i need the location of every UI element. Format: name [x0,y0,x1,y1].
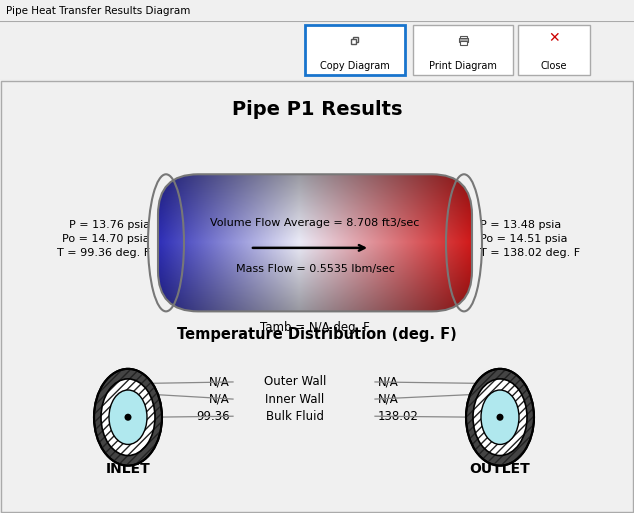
Text: 99.36: 99.36 [197,410,230,423]
Ellipse shape [94,369,162,466]
Text: T = 138.02 deg. F: T = 138.02 deg. F [480,248,580,258]
FancyBboxPatch shape [305,26,405,74]
Text: N/A: N/A [209,376,230,388]
Text: INLET: INLET [106,462,150,476]
Text: P = 13.48 psia: P = 13.48 psia [480,220,561,230]
FancyBboxPatch shape [460,36,467,39]
Text: Pipe P1 Results: Pipe P1 Results [232,100,402,119]
Text: N/A: N/A [378,392,399,406]
Text: Bulk Fluid: Bulk Fluid [266,410,324,423]
Text: N/A: N/A [209,392,230,406]
Text: T = 99.36 deg. F: T = 99.36 deg. F [57,248,150,258]
Text: OUTLET: OUTLET [470,462,531,476]
Text: Mass Flow = 0.5535 lbm/sec: Mass Flow = 0.5535 lbm/sec [236,264,394,274]
Circle shape [496,413,503,421]
Ellipse shape [473,379,527,456]
FancyBboxPatch shape [351,39,356,44]
FancyBboxPatch shape [413,26,513,74]
FancyBboxPatch shape [460,42,467,45]
Ellipse shape [466,369,534,466]
Text: Pipe Heat Transfer Results Diagram: Pipe Heat Transfer Results Diagram [6,6,191,16]
Text: Copy Diagram: Copy Diagram [320,61,390,71]
Ellipse shape [481,390,519,444]
FancyBboxPatch shape [353,37,358,42]
Text: Po = 14.51 psia: Po = 14.51 psia [480,234,567,244]
Ellipse shape [101,379,155,456]
FancyBboxPatch shape [518,26,590,74]
Text: Po = 14.70 psia: Po = 14.70 psia [62,234,150,244]
Circle shape [124,413,131,421]
FancyBboxPatch shape [458,38,467,43]
Text: Inner Wall: Inner Wall [266,392,325,406]
Text: ✕: ✕ [548,31,560,45]
Text: Tamb = N/A deg. F: Tamb = N/A deg. F [260,321,370,334]
Text: Volume Flow Average = 8.708 ft3/sec: Volume Flow Average = 8.708 ft3/sec [210,218,420,228]
Text: Outer Wall: Outer Wall [264,376,326,388]
Text: Temperature Distribution (deg. F): Temperature Distribution (deg. F) [177,327,457,342]
Text: 138.02: 138.02 [378,410,419,423]
Text: Print Diagram: Print Diagram [429,61,497,71]
Text: P = 13.76 psia: P = 13.76 psia [69,220,150,230]
Text: N/A: N/A [378,376,399,388]
Text: Close: Close [541,61,567,71]
Ellipse shape [109,390,147,444]
